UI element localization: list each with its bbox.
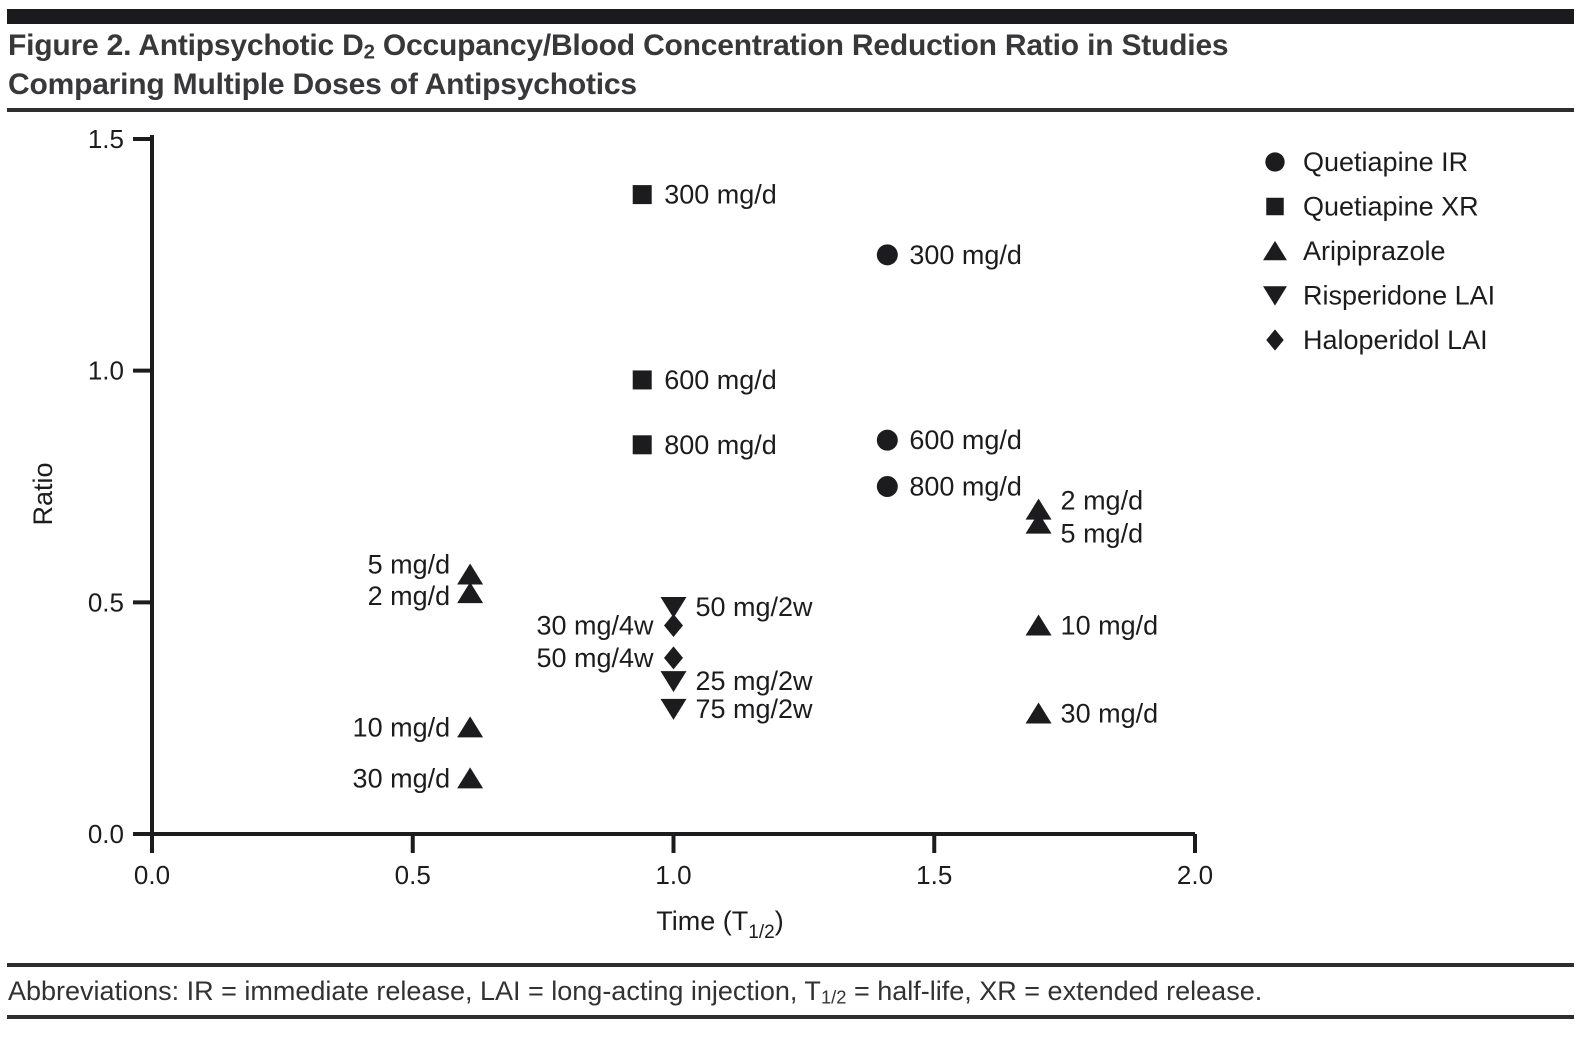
point-risperidone-lai [660,596,687,618]
legend-marker-quetiapine-xr [1266,197,1284,216]
x-tick-label: 0.0 [134,860,170,890]
point-label-aripiprazole: 30 mg/d [353,763,451,793]
point-quetiapine-ir [876,429,898,451]
footer-divider-bottom [7,1015,1574,1019]
point-aripiprazole [1025,512,1052,534]
point-label-aripiprazole: 5 mg/d [368,550,451,580]
point-label-risperidone-lai: 25 mg/2w [696,666,814,696]
point-risperidone-lai [660,698,687,720]
point-risperidone-lai [660,671,687,693]
footer-divider-top [7,963,1574,967]
legend-marker-risperidone-lai [1263,286,1287,306]
y-tick-label: 1.0 [88,356,124,386]
x-tick-label: 1.0 [655,860,691,890]
point-aripiprazole [1025,498,1052,520]
point-haloperidol-lai [664,646,683,670]
point-haloperidol-lai [664,614,683,638]
legend-marker-haloperidol-lai [1266,329,1284,351]
figure-title: Figure 2. Antipsychotic D2 Occupancy/Blo… [8,26,1438,104]
point-quetiapine-xr [632,185,652,205]
y-axis-title: Ratio [28,462,58,525]
legend-marker-quetiapine-ir [1265,152,1285,172]
legend-label-quetiapine-ir: Quetiapine IR [1303,147,1468,177]
footer-text-post: = half-life, XR = extended release. [846,976,1263,1006]
point-quetiapine-ir [876,476,898,498]
point-quetiapine-xr [632,370,652,390]
footer-subscript-half-life: 1/2 [820,986,847,1008]
point-aripiprazole [457,582,484,604]
point-aripiprazole [457,563,484,585]
point-label-quetiapine-xr: 800 mg/d [664,430,777,460]
title-text-pre: Figure 2. Antipsychotic D [8,29,364,62]
point-aripiprazole [457,716,484,738]
y-tick-label: 0.0 [88,819,124,849]
title-subscript-2: 2 [363,41,375,64]
legend-label-aripiprazole: Aripiprazole [1303,236,1446,266]
point-quetiapine-xr [632,435,652,455]
legend-label-quetiapine-xr: Quetiapine XR [1303,192,1479,222]
footer-text-pre: Abbreviations: IR = immediate release, L… [8,976,821,1006]
x-tick-label: 0.5 [395,860,431,890]
point-label-quetiapine-ir: 800 mg/d [909,472,1022,502]
abbreviations-note: Abbreviations: IR = immediate release, L… [8,976,1262,1007]
title-divider [7,108,1574,112]
y-tick-label: 0.5 [88,587,124,617]
point-label-aripiprazole: 2 mg/d [1061,486,1144,516]
legend-label-haloperidol-lai: Haloperidol LAI [1303,325,1488,355]
point-quetiapine-ir [876,244,898,266]
y-tick-label: 1.5 [88,124,124,154]
point-label-aripiprazole: 10 mg/d [1061,611,1159,641]
point-label-quetiapine-xr: 600 mg/d [664,365,777,395]
x-tick-label: 2.0 [1177,860,1213,890]
title-text-post: Occupancy/Blood Concentration Reduction … [374,29,1229,62]
point-label-quetiapine-ir: 600 mg/d [909,425,1022,455]
point-label-risperidone-lai: 50 mg/2w [696,592,814,622]
x-axis-title: Time (T1/2) [656,906,783,943]
point-label-quetiapine-xr: 300 mg/d [664,180,777,210]
point-label-aripiprazole: 10 mg/d [353,712,451,742]
point-label-aripiprazole: 5 mg/d [1061,519,1144,549]
point-label-aripiprazole: 30 mg/d [1061,699,1159,729]
point-aripiprazole [1025,702,1052,724]
x-tick-label: 1.5 [916,860,952,890]
point-aripiprazole [1025,614,1052,636]
legend-label-risperidone-lai: Risperidone LAI [1303,281,1495,311]
legend-marker-aripiprazole [1263,240,1287,261]
top-bar [7,9,1574,24]
point-label-quetiapine-ir: 300 mg/d [909,240,1022,270]
figure-title-line2: Comparing Multiple Doses of Antipsychoti… [8,68,637,101]
point-label-risperidone-lai: 75 mg/2w [696,694,814,724]
point-label-aripiprazole: 2 mg/d [368,581,451,611]
point-label-haloperidol-lai: 50 mg/4w [536,643,654,673]
figure-title-line1: Figure 2. Antipsychotic D2 Occupancy/Blo… [8,29,1229,64]
point-label-haloperidol-lai: 30 mg/4w [536,611,654,641]
point-aripiprazole [457,767,484,789]
